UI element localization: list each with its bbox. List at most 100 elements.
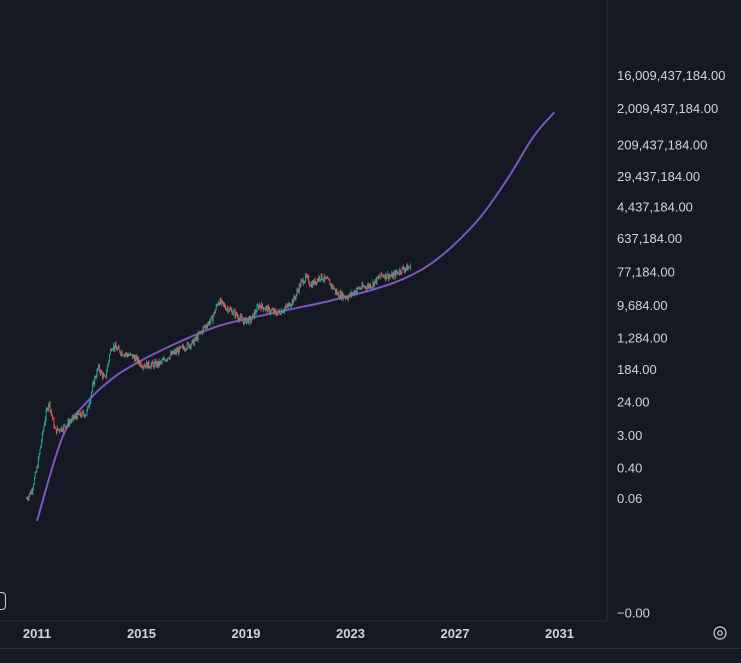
candle [386,276,388,279]
candle [121,350,123,356]
candle [37,464,38,469]
candle [131,354,133,360]
candle [74,413,76,419]
candle [334,286,335,291]
time-axis[interactable]: 2011 2015 2019 2023 2027 2031 [0,620,741,649]
candle [346,296,348,300]
candle [50,410,52,415]
candle [238,318,240,323]
candle [392,272,394,280]
candle [230,306,232,312]
candle [76,415,78,421]
candle [60,427,62,433]
candle [117,345,119,349]
candle [77,412,79,416]
candle [102,371,103,381]
candle [144,362,146,367]
candle [344,295,346,298]
candle [177,346,179,352]
candle [356,286,358,294]
candle [323,277,324,284]
gear-icon[interactable] [711,624,729,642]
candle [271,307,273,311]
candle [280,312,281,315]
candle [287,303,288,308]
candle [189,344,191,351]
candle [90,395,92,404]
candle [118,344,120,350]
candle [31,487,33,496]
candle [213,311,215,318]
candle [179,345,181,350]
candle [384,274,386,280]
candle [163,355,165,361]
power-law-curve-layer [36,111,556,522]
candle [198,330,200,335]
candle [257,303,259,307]
candle [68,417,70,427]
candle [345,294,347,300]
candle [287,302,289,309]
candle [286,304,288,310]
candle [70,418,71,425]
candle [313,280,314,286]
candle [347,297,349,302]
candle [143,364,145,369]
candle [77,410,78,420]
price-axis[interactable]: 16,009,437,184.00 2,009,437,184.00 209,437… [606,0,725,621]
candle [51,408,53,417]
candle [96,367,98,378]
candle [214,310,216,315]
candle [235,311,237,319]
candle [291,298,293,307]
candle [263,306,265,311]
candle [279,309,281,315]
candle [243,320,245,326]
candle [128,354,130,357]
candle [207,321,209,326]
candle [128,352,129,357]
candle [331,283,332,290]
candle [66,423,68,428]
candle [139,359,140,367]
candle [293,294,295,303]
candle [185,348,187,352]
candle [145,365,147,370]
time-tick-label: 2023 [336,626,365,641]
candle [283,308,285,314]
candle [348,294,350,301]
candle [352,291,354,295]
candle [190,343,192,350]
candle [306,274,308,279]
candle [107,362,109,368]
candle [149,366,150,369]
candle [137,356,139,365]
candle [300,278,302,287]
candle [221,299,223,307]
candle [27,496,29,501]
candle [390,273,392,277]
scroll-handle[interactable] [0,592,6,610]
candle [114,341,116,352]
candle [33,477,35,486]
candle [168,357,169,360]
candle [196,333,198,342]
candle [247,319,248,324]
candle [241,314,243,320]
candle [272,307,274,311]
candle [83,409,85,417]
candle [52,417,54,419]
candle [276,313,278,316]
candle [319,275,321,282]
candle [381,272,382,276]
candle [211,315,212,318]
candle [246,320,248,325]
candle [91,382,93,393]
candle [120,351,121,356]
candle [342,291,343,300]
candle [349,292,351,297]
candle [369,284,371,289]
candle [215,308,216,314]
candle [360,287,361,290]
